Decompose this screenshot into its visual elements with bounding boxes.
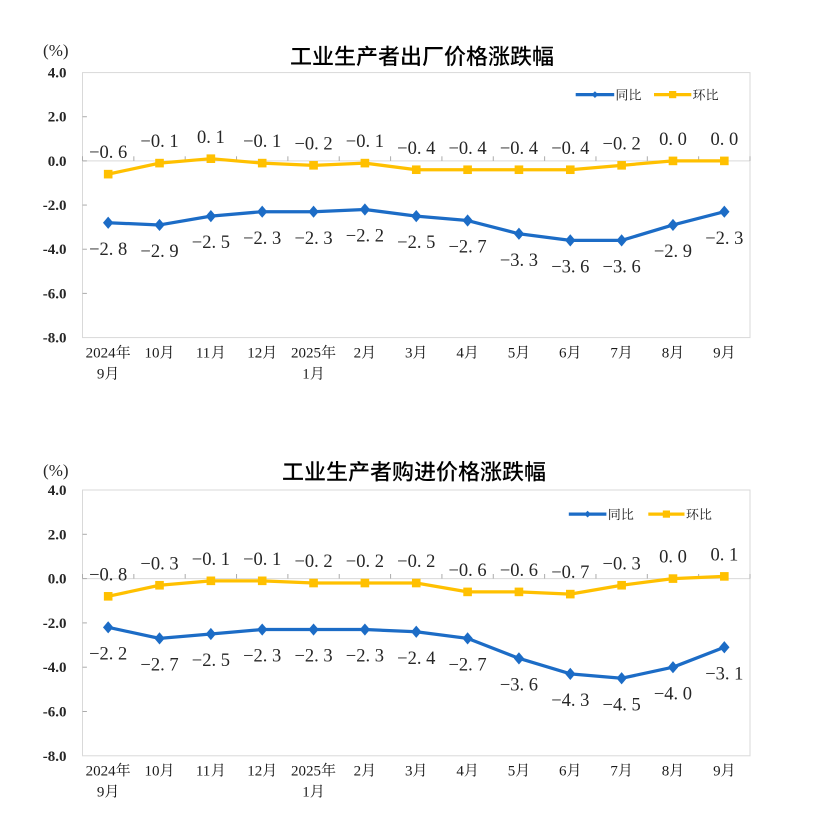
svg-text:−2. 8: −2. 8 xyxy=(89,240,127,260)
svg-text:7: 7 xyxy=(610,346,618,362)
svg-text:2024: 2024 xyxy=(86,763,117,779)
svg-text:−2. 3: −2. 3 xyxy=(294,229,332,249)
svg-text:−0. 6: −0. 6 xyxy=(449,561,487,581)
svg-text:0. 0: 0. 0 xyxy=(659,548,687,568)
svg-text:6: 6 xyxy=(559,346,567,362)
svg-text:−2. 2: −2. 2 xyxy=(89,644,127,664)
svg-text:-4.0: -4.0 xyxy=(43,242,67,258)
svg-text:10: 10 xyxy=(145,763,160,779)
svg-text:−2. 3: −2. 3 xyxy=(243,229,281,249)
svg-text:−0. 6: −0. 6 xyxy=(500,561,538,581)
svg-text:0.0: 0.0 xyxy=(48,572,67,588)
svg-text:5: 5 xyxy=(508,346,516,362)
svg-text:4.0: 4.0 xyxy=(48,483,67,499)
svg-text:0. 0: 0. 0 xyxy=(710,130,738,150)
svg-text:−4. 0: −4. 0 xyxy=(654,684,692,704)
svg-text:8: 8 xyxy=(662,346,670,362)
svg-text:11: 11 xyxy=(196,763,210,779)
svg-text:2.0: 2.0 xyxy=(48,110,67,126)
svg-text:−2. 3: −2. 3 xyxy=(705,229,743,249)
svg-text:6: 6 xyxy=(559,763,567,779)
svg-text:9: 9 xyxy=(97,367,105,383)
svg-text:12: 12 xyxy=(247,346,262,362)
svg-text:-8.0: -8.0 xyxy=(43,331,67,347)
svg-text:-4.0: -4.0 xyxy=(43,660,67,676)
svg-text:3: 3 xyxy=(405,346,413,362)
svg-text:−2. 5: −2. 5 xyxy=(397,233,435,253)
svg-text:9: 9 xyxy=(713,346,721,362)
svg-text:2: 2 xyxy=(354,346,362,362)
svg-text:−2. 3: −2. 3 xyxy=(346,647,384,667)
svg-text:−0. 4: −0. 4 xyxy=(500,139,538,159)
svg-text:2: 2 xyxy=(354,763,362,779)
svg-text:4: 4 xyxy=(456,763,464,779)
svg-text:3: 3 xyxy=(405,763,413,779)
svg-text:2.0: 2.0 xyxy=(48,527,67,543)
svg-text:2024: 2024 xyxy=(86,346,117,362)
svg-text:−3. 1: −3. 1 xyxy=(705,664,743,684)
svg-text:5: 5 xyxy=(508,763,516,779)
svg-text:8: 8 xyxy=(662,763,670,779)
svg-text:−2. 7: −2. 7 xyxy=(449,655,487,675)
svg-text:−0. 2: −0. 2 xyxy=(603,134,641,154)
svg-text:−0. 3: −0. 3 xyxy=(140,554,178,574)
svg-text:−3. 6: −3. 6 xyxy=(500,675,538,695)
svg-text:9: 9 xyxy=(713,763,721,779)
svg-text:−0. 2: −0. 2 xyxy=(294,134,332,154)
svg-text:-2.0: -2.0 xyxy=(43,198,67,214)
svg-text:12: 12 xyxy=(247,763,262,779)
svg-text:−2. 5: −2. 5 xyxy=(192,651,230,671)
svg-text:−2. 9: −2. 9 xyxy=(654,242,692,262)
svg-text:−0. 1: −0. 1 xyxy=(192,550,230,570)
svg-text:2025: 2025 xyxy=(291,346,321,362)
svg-text:1: 1 xyxy=(302,367,310,383)
svg-text:−2. 2: −2. 2 xyxy=(346,227,384,247)
svg-text:1: 1 xyxy=(302,785,310,801)
svg-text:2025: 2025 xyxy=(291,763,321,779)
svg-text:−0. 4: −0. 4 xyxy=(397,139,435,159)
svg-text:−2. 5: −2. 5 xyxy=(192,233,230,253)
svg-text:9: 9 xyxy=(97,785,105,801)
svg-text:−0. 2: −0. 2 xyxy=(397,552,435,572)
svg-text:7: 7 xyxy=(610,763,618,779)
svg-text:−0. 1: −0. 1 xyxy=(346,132,384,152)
svg-text:−3. 6: −3. 6 xyxy=(603,257,641,277)
svg-text:−3. 3: −3. 3 xyxy=(500,251,538,271)
svg-text:−2. 3: −2. 3 xyxy=(243,647,281,667)
svg-text:−2. 7: −2. 7 xyxy=(449,238,487,258)
svg-text:−3. 6: −3. 6 xyxy=(551,257,589,277)
svg-text:−0. 2: −0. 2 xyxy=(294,552,332,572)
svg-text:−0. 6: −0. 6 xyxy=(89,143,127,163)
svg-text:−2. 3: −2. 3 xyxy=(294,647,332,667)
svg-text:−0. 8: −0. 8 xyxy=(89,565,127,585)
svg-text:11: 11 xyxy=(196,346,210,362)
svg-text:−0. 1: −0. 1 xyxy=(140,132,178,152)
svg-text:−0. 4: −0. 4 xyxy=(551,139,589,159)
svg-text:−4. 5: −4. 5 xyxy=(603,695,641,715)
svg-text:4: 4 xyxy=(456,346,464,362)
svg-text:0. 1: 0. 1 xyxy=(710,545,738,565)
svg-text:(%): (%) xyxy=(43,461,68,480)
svg-text:−2. 9: −2. 9 xyxy=(140,242,178,262)
svg-text:0. 0: 0. 0 xyxy=(659,130,687,150)
svg-text:-2.0: -2.0 xyxy=(43,616,67,632)
svg-text:4.0: 4.0 xyxy=(48,66,67,82)
svg-text:−0. 2: −0. 2 xyxy=(346,552,384,572)
svg-text:−2. 4: −2. 4 xyxy=(397,649,435,669)
svg-text:−0. 1: −0. 1 xyxy=(243,132,281,152)
svg-text:-6.0: -6.0 xyxy=(43,704,67,720)
svg-text:10: 10 xyxy=(145,346,160,362)
svg-text:-6.0: -6.0 xyxy=(43,286,67,302)
svg-text:−0. 7: −0. 7 xyxy=(551,563,589,583)
svg-text:−0. 3: −0. 3 xyxy=(603,554,641,574)
svg-text:−2. 7: −2. 7 xyxy=(140,655,178,675)
svg-text:−4. 3: −4. 3 xyxy=(551,691,589,711)
svg-text:(%): (%) xyxy=(43,41,68,60)
svg-text:0.0: 0.0 xyxy=(48,154,67,170)
svg-text:0. 1: 0. 1 xyxy=(197,128,225,148)
svg-text:−0. 1: −0. 1 xyxy=(243,550,281,570)
svg-text:−0. 4: −0. 4 xyxy=(449,139,487,159)
svg-text:-8.0: -8.0 xyxy=(43,749,67,765)
